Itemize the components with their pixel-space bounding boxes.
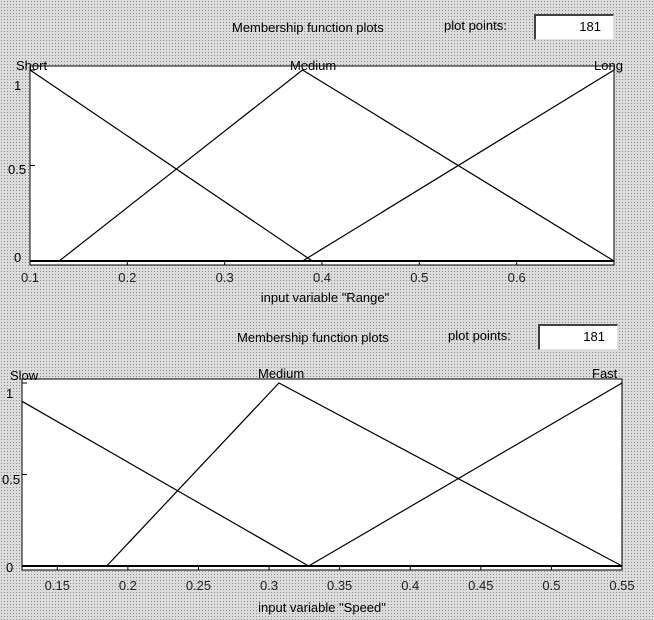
y-tick-label: 0.5 (8, 162, 27, 177)
x-tick-label: 0.3 (260, 578, 279, 593)
x-tick-labels: 0.1 0.2 0.3 0.4 0.5 0.6 (21, 270, 614, 286)
y-tick-label: 0.5 (2, 472, 21, 487)
mf-plot-area[interactable] (29, 65, 615, 266)
plot-frame (29, 65, 615, 266)
x-tick-label: 0.6 (507, 270, 526, 285)
x-tick-label: 0.3 (215, 270, 234, 285)
plot-points-label: plot points: (448, 328, 511, 343)
y-tick-label: 0 (14, 250, 22, 265)
mf-plot-svg (21, 378, 623, 571)
mf-label-medium[interactable]: Medium (290, 58, 337, 73)
mf-curve-medium[interactable] (58, 69, 615, 262)
mf-label-long[interactable]: Long (594, 58, 623, 73)
mf-label-fast[interactable]: Fast (592, 366, 618, 381)
mf-curve-medium[interactable] (106, 382, 623, 567)
x-tick-label: 0.2 (118, 578, 137, 593)
mf-panel-speed: Membership function plots plot points: 1… (0, 310, 654, 620)
x-tick-label: 0.2 (118, 270, 137, 285)
x-tick-label: 0.35 (326, 578, 353, 593)
x-tick-label: 0.15 (44, 578, 70, 593)
x-axis-label: input variable "Range" (260, 290, 390, 305)
mf-panel-range: Membership function plots plot points: 1… (8, 14, 623, 305)
x-tick-label: 0.4 (312, 270, 332, 285)
y-tick-label: 1 (6, 386, 14, 401)
plot-points-input[interactable]: 181 (538, 324, 618, 350)
x-tick-label: 0.45 (468, 578, 494, 593)
mf-curve-short[interactable] (29, 69, 313, 262)
x-tick-label: 0.1 (20, 270, 40, 285)
x-tick-label: 0.5 (542, 578, 561, 593)
mf-label-medium[interactable]: Medium (258, 366, 305, 381)
mf-curve-fast[interactable] (308, 382, 623, 567)
mf-curve-long[interactable] (302, 69, 615, 262)
mf-label-slow[interactable]: Slow (10, 368, 39, 383)
mf-label-short[interactable]: Short (16, 58, 48, 73)
plot-frame (21, 378, 623, 571)
panel-title: Membership function plots (237, 330, 389, 345)
x-tick-label: 0.4 (401, 578, 420, 593)
mf-plot-svg (29, 65, 615, 266)
x-tick-label: 0.55 (609, 578, 635, 593)
mf-curve-slow[interactable] (21, 400, 309, 567)
y-tick-label: 1 (14, 78, 22, 93)
plot-points-label: plot points: (444, 18, 507, 33)
x-tick-labels: 0.15 0.2 0.25 0.3 0.35 0.4 0.45 0.5 0.55 (22, 578, 635, 594)
x-tick-label: 0.25 (185, 578, 212, 593)
x-tick-label: 0.5 (410, 270, 429, 285)
panel-title: Membership function plots (232, 20, 384, 35)
mf-plot-area[interactable] (21, 378, 623, 571)
x-axis-label: input variable "Speed" (258, 600, 386, 615)
y-tick-label: 0 (6, 560, 14, 575)
plot-points-input[interactable]: 181 (534, 14, 614, 40)
